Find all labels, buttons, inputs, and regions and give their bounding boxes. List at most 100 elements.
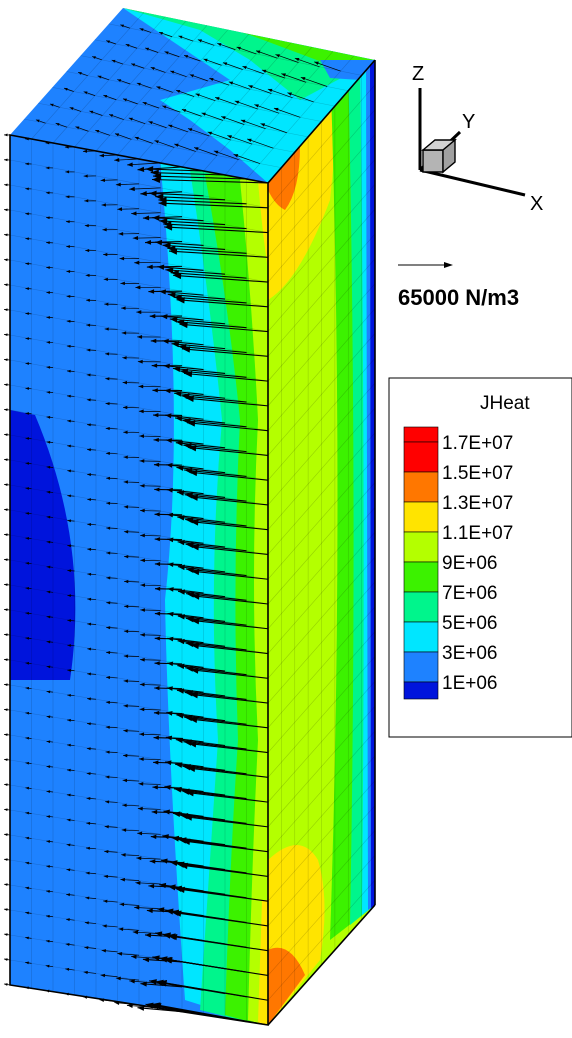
mesh-line [267,681,376,803]
legend-swatch [403,441,439,473]
vector-arrowhead [148,121,153,125]
vector-arrowhead [267,88,273,93]
vector-arrowhead [25,387,30,390]
vector-arrowhead [25,886,29,890]
vector-arrow [155,241,204,247]
vector-arrowhead [25,736,30,740]
vector-arrow [260,123,287,134]
legend-swatch [403,561,439,593]
vector-arrow [145,240,183,244]
vector-arrowhead [118,232,124,236]
vector-arrowhead [189,74,194,78]
vector-arrow [167,613,204,619]
vector-arrowhead [106,40,110,44]
vector-arrow [190,644,269,655]
vector-arrowhead [126,162,133,167]
vector-arrowhead [25,911,29,915]
vector-arrowhead [164,957,173,964]
vector-arrowhead [4,333,8,337]
vector-arrow [140,191,183,195]
vector-arrowhead [158,200,167,207]
vector-arrow [240,119,266,129]
vector-arrowhead [154,487,160,492]
vector-arrowhead [140,191,147,197]
vector-arrowhead [67,718,71,722]
vector-arrowhead [153,437,159,443]
vector-arrow [185,791,269,803]
vector-arrowhead [4,183,8,187]
vector-arrowhead [105,402,110,406]
vector-arrowhead [67,444,71,448]
vector-arrow [191,570,269,580]
vector-arrowhead [46,665,51,669]
vector-arrowhead [190,543,200,551]
vector-arrowhead [135,880,141,885]
vector-arrowhead [154,537,160,542]
vector-arrowhead [102,228,107,232]
vector-arrowhead [139,434,145,439]
vector-arrowhead [55,123,60,126]
vector-arrowhead [174,391,182,397]
vector-arrowhead [4,158,8,162]
vector-arrowhead [125,44,130,47]
vector-arrow [176,863,247,874]
vector-arrow [167,637,204,644]
vector-arrow [174,392,226,399]
vector-arrow [176,321,247,329]
vector-arrowhead [45,964,50,968]
vector-arrow [273,107,301,118]
vector-arrowhead [248,85,253,89]
vector-arrowhead [145,47,150,51]
vector-arrowhead [86,348,91,352]
vector-arrowhead [139,28,144,32]
vector-arrowhead [139,483,145,488]
vector-arrowhead [176,490,185,496]
vector-arrowhead [103,95,108,98]
vector-arrowhead [122,356,127,360]
vector-arrowhead [65,943,70,946]
legend-label: 1.1E+07 [442,523,513,544]
vector-arrowhead [132,930,139,935]
vector-arrowhead [153,413,159,418]
vector-arrow [179,323,269,333]
vector-arrow [157,266,204,271]
vector-arrowhead [174,143,179,147]
vector-arrow [254,104,280,114]
vector-arrowhead [123,480,128,484]
vector-arrowhead [118,927,124,932]
vector-arrowhead [187,420,196,427]
vector-arrow [179,864,269,877]
legend-label: 1E+06 [442,673,497,694]
vector-arrow [167,588,204,594]
mesh-line [267,730,376,852]
vector-arrowhead [165,735,173,741]
vector-arrowhead [242,66,247,70]
vector-arrowhead [164,224,173,231]
vector-arrowhead [175,737,184,744]
vector-arrow [172,812,226,821]
vector-arrow [155,196,226,201]
vector-arrowhead [25,312,29,316]
vector-arrowhead [25,512,30,515]
vector-arrowhead [101,203,106,207]
vector-arrowhead [4,683,8,687]
vector-arrowhead [25,811,30,815]
vector-arrowhead [4,633,8,637]
vector-arrowhead [66,344,71,348]
vector-arrowhead [67,743,71,747]
vector-arrowhead [4,658,8,662]
vector-arrow [159,220,226,226]
vector-arrowhead [162,932,171,939]
vector-arrow [164,389,204,395]
vector-arrow [160,315,204,321]
legend-label: 1.7E+07 [442,433,513,454]
vector-arrowhead [140,508,145,513]
vector-arrowhead [89,110,94,114]
vector-arrowhead [66,245,70,249]
vector-arrowhead [140,608,145,612]
vector-arrowhead [140,657,145,662]
vector-arrowhead [173,910,182,917]
vector-arrow [267,88,293,99]
vector-arrowhead [66,843,71,847]
vector-arrowhead [103,874,108,879]
